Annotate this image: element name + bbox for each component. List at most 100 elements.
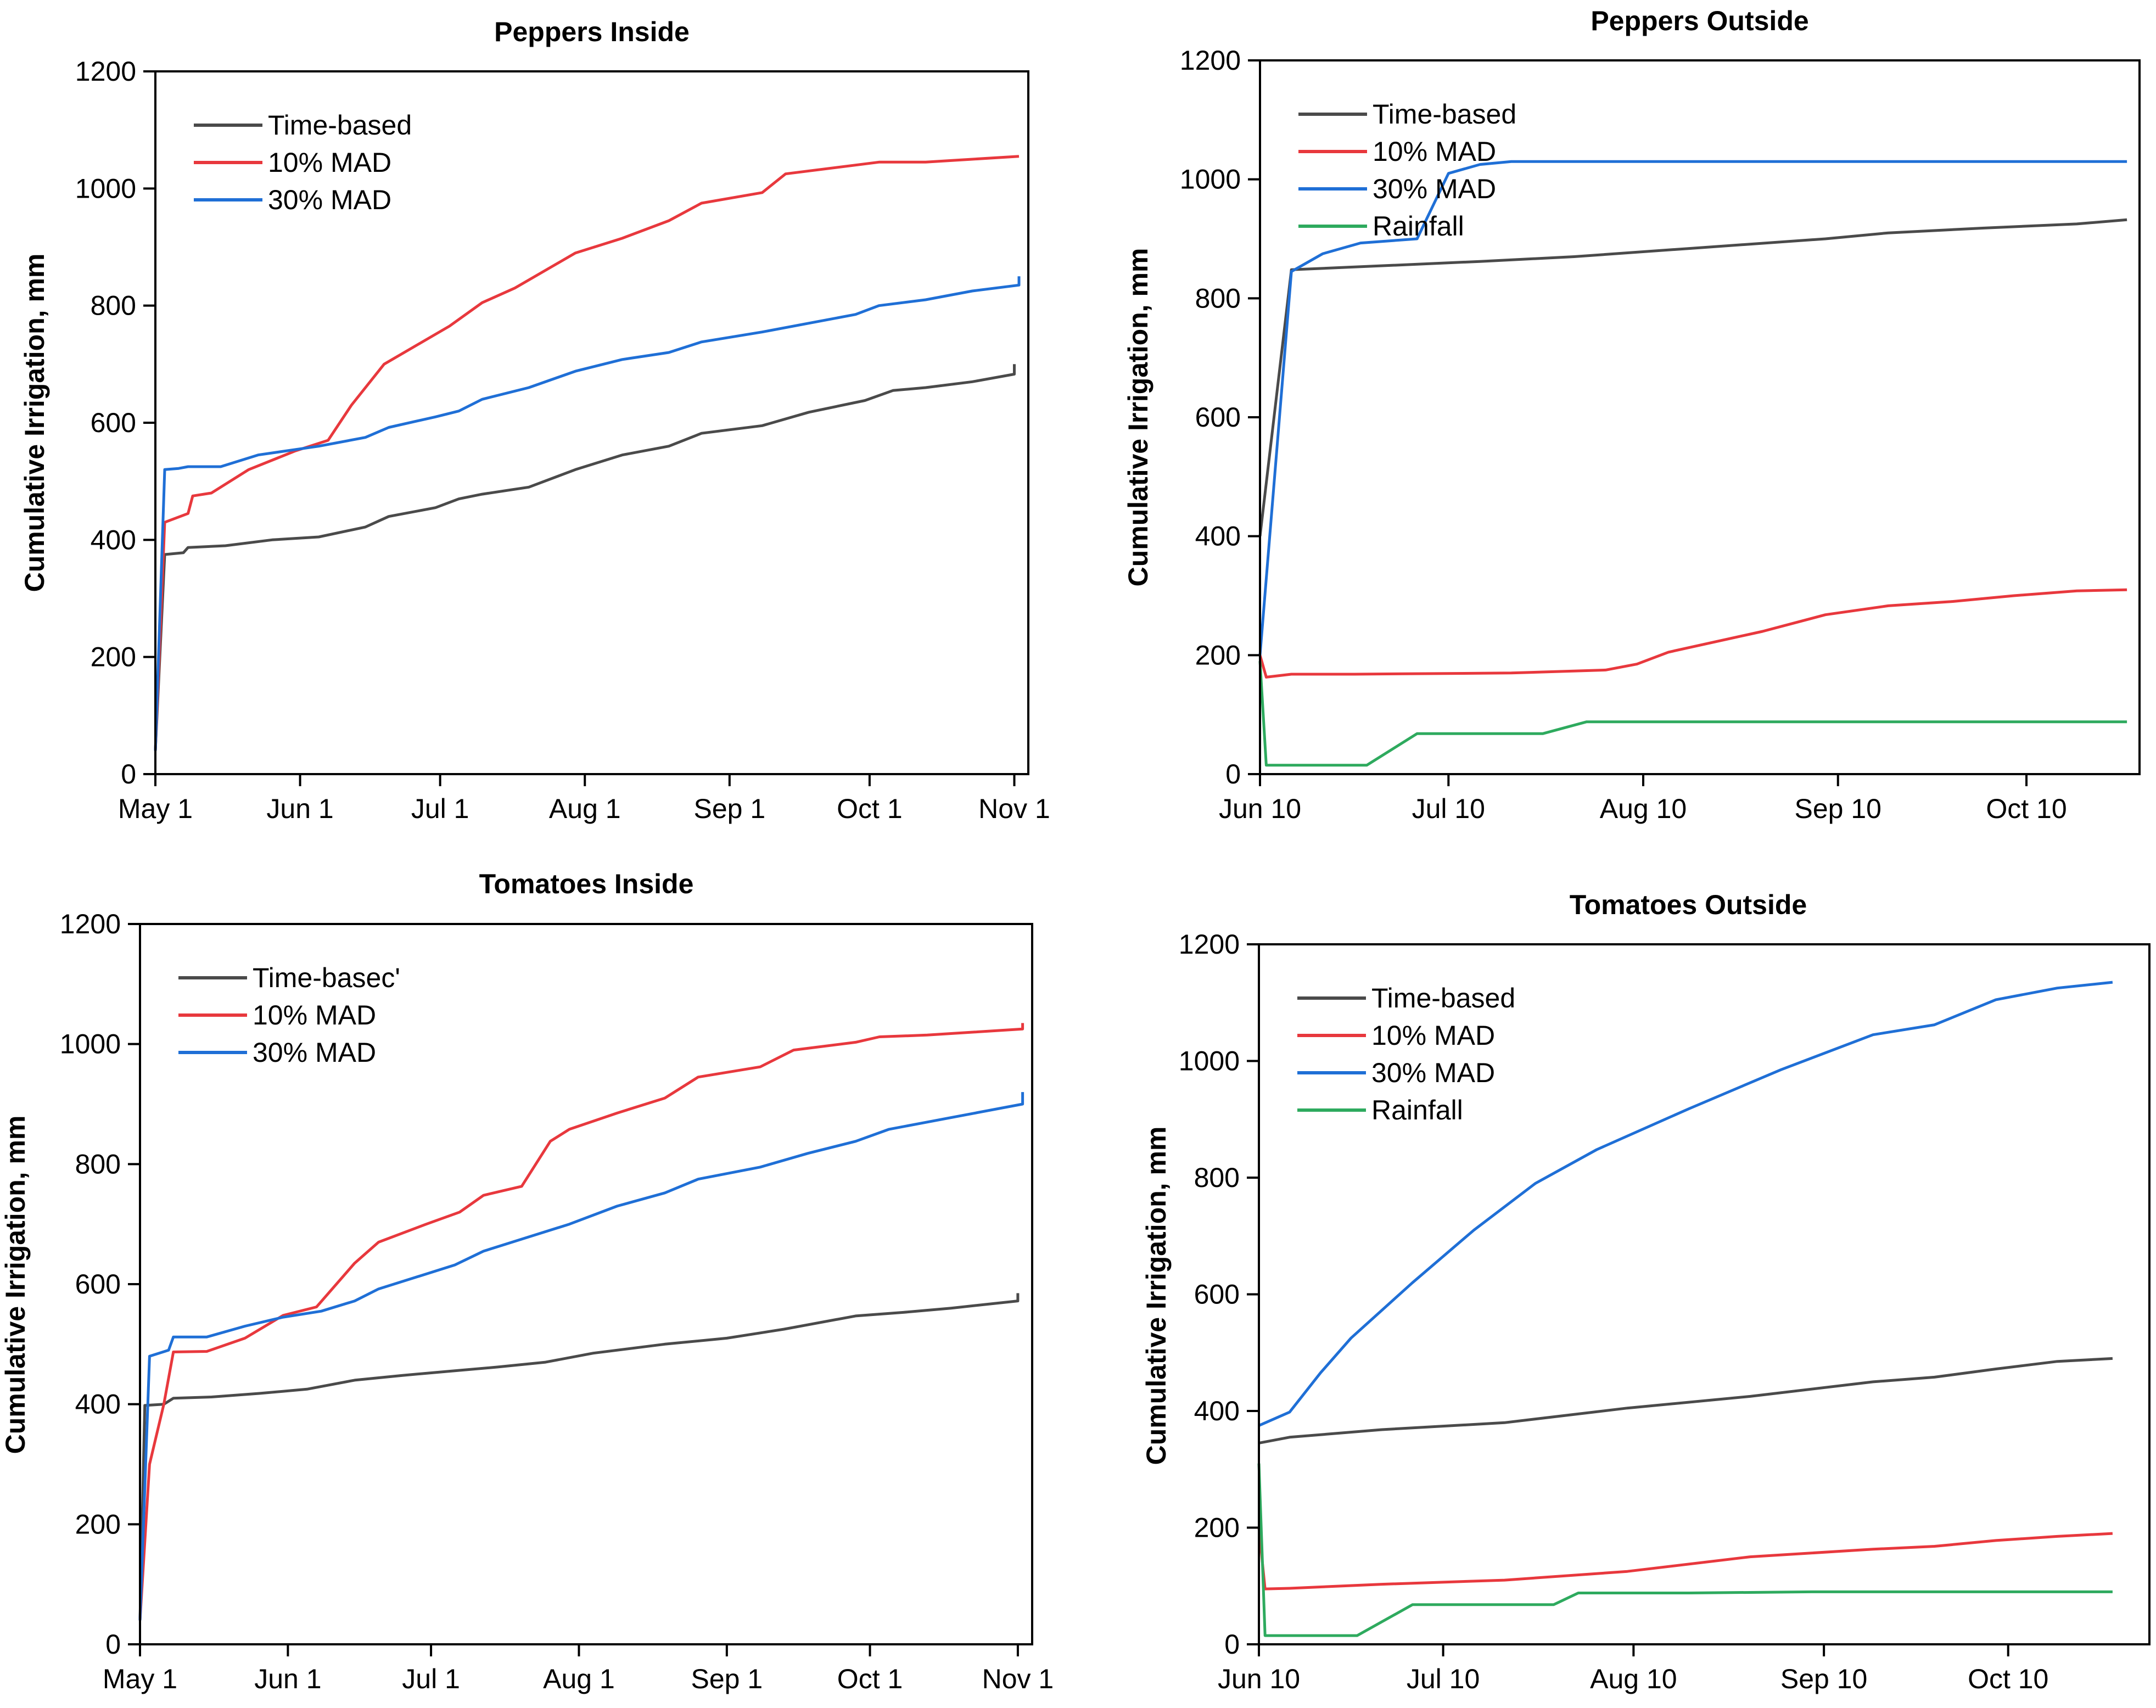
- y-tick-label: 800: [75, 1149, 121, 1179]
- y-tick-label: 400: [1194, 1396, 1240, 1426]
- y-tick-label: 0: [105, 1629, 121, 1660]
- series-line-time_based: [138, 1293, 1020, 1621]
- y-tick-label: 0: [1224, 1629, 1240, 1660]
- series-group: [154, 155, 1021, 751]
- x-tick-label: Jun 1: [254, 1664, 321, 1694]
- series-line-mad30: [1258, 160, 2127, 656]
- series-group: [1257, 981, 2113, 1637]
- series-group: [138, 1023, 1024, 1621]
- chart-title: Tomatoes Inside: [479, 869, 694, 899]
- y-tick-label: 1000: [1179, 1046, 1240, 1077]
- x-tick-label: Aug 1: [549, 793, 621, 824]
- y-tick-label: 0: [121, 759, 136, 789]
- legend-label-mad30: 30% MAD: [253, 1037, 376, 1068]
- plot-frame: [139, 923, 1033, 1645]
- x-tick-label: Aug 10: [1600, 793, 1687, 824]
- legend: Time-based 10% MAD 30% MAD Rainfall: [1298, 99, 1516, 242]
- y-tick-label: 800: [1194, 1162, 1240, 1193]
- x-tick-label: Sep 1: [693, 793, 765, 824]
- x-tick-label: Oct 10: [1968, 1664, 2048, 1694]
- x-tick-label: Jul 1: [411, 793, 469, 824]
- series-line-time_based: [1258, 218, 2127, 536]
- x-tick-label: May 1: [103, 1664, 177, 1694]
- y-tick-label: 1000: [1180, 164, 1241, 195]
- y-tick-label: 600: [1194, 1279, 1240, 1310]
- legend-label-time_based: Time-based: [1373, 99, 1516, 130]
- x-tick-label: Oct 1: [837, 1664, 903, 1694]
- y-tick-label: 200: [1194, 1513, 1240, 1543]
- legend: Time-based 10% MAD 30% MAD: [194, 110, 412, 215]
- x-tick-label: Oct 10: [1986, 793, 2067, 824]
- series-group: [1258, 160, 2127, 767]
- y-tick-label: 1200: [1180, 45, 1241, 76]
- chart-title: Tomatoes Outside: [1570, 889, 1807, 920]
- series-line-time_based: [154, 364, 1016, 751]
- y-tick-label: 1200: [1179, 929, 1240, 960]
- legend-label-rainfall: Rainfall: [1373, 211, 1464, 242]
- y-tick-label: 600: [75, 1269, 121, 1300]
- y-axis-label: Cumulative Irrigation, mm: [1123, 248, 1153, 587]
- y-axis-label: Cumulative Irrigation, mm: [19, 254, 50, 592]
- y-tick-label: 800: [1195, 283, 1241, 313]
- series-line-mad10: [1257, 1527, 2113, 1591]
- legend-label-mad10: 10% MAD: [1371, 1020, 1495, 1051]
- series-line-time_based: [1258, 1357, 2113, 1444]
- legend-label-mad10: 10% MAD: [268, 147, 391, 178]
- x-tick-label: Jun 1: [266, 793, 333, 824]
- chart-title: Peppers Inside: [494, 16, 690, 47]
- y-tick-label: 0: [1225, 759, 1241, 789]
- y-tick-label: 200: [91, 642, 136, 673]
- chart-tomatoes-inside: Tomatoes Inside Cumulative Irrigation, mm…: [0, 869, 1054, 1694]
- y-tick-label: 1200: [75, 56, 136, 87]
- y-tick-label: 200: [1195, 640, 1241, 670]
- y-tick-label: 1200: [60, 909, 121, 939]
- legend-label-mad30: 30% MAD: [268, 184, 391, 215]
- series-line-mad10: [154, 155, 1020, 751]
- series-line-rainfall: [1258, 661, 2127, 767]
- y-tick-label: 400: [91, 524, 136, 555]
- chart-peppers-inside: Peppers Inside Cumulative Irrigation, mm 0…: [19, 16, 1050, 824]
- y-tick-label: 600: [91, 407, 136, 438]
- series-line-mad10: [1258, 588, 2127, 679]
- series-line-mad30: [138, 1092, 1024, 1621]
- legend: Time-basec' 10% MAD 30% MAD: [178, 962, 400, 1068]
- y-tick-label: 400: [75, 1389, 121, 1420]
- series-line-rainfall: [1257, 1463, 2113, 1637]
- y-axis-label: Cumulative Irrigation, mm: [0, 1116, 31, 1454]
- y-tick-label: 600: [1195, 402, 1241, 433]
- legend-label-time_based: Time-basec': [253, 962, 400, 993]
- x-tick-label: Jul 1: [402, 1664, 460, 1694]
- x-tick-label: Sep 10: [1795, 793, 1881, 824]
- legend-label-mad30: 30% MAD: [1373, 173, 1496, 204]
- y-tick-label: 200: [75, 1509, 121, 1539]
- chart-peppers-outside: Peppers Outside Cumulative Irrigation, mm…: [1123, 5, 2141, 824]
- y-tick-label: 1000: [60, 1029, 121, 1060]
- chart-title: Peppers Outside: [1591, 5, 1808, 36]
- legend-label-mad10: 10% MAD: [253, 1000, 376, 1031]
- legend-label-mad30: 30% MAD: [1371, 1057, 1495, 1088]
- x-tick-label: Sep 10: [1780, 1664, 1867, 1694]
- series-line-mad30: [1258, 981, 2113, 1427]
- x-tick-label: Jun 10: [1218, 1664, 1300, 1694]
- x-tick-label: Nov 1: [982, 1664, 1054, 1694]
- chart-tomatoes-outside: Tomatoes Outside Cumulative Irrigation, m…: [1141, 889, 2151, 1694]
- x-tick-label: Aug 10: [1590, 1664, 1677, 1694]
- x-tick-label: Sep 1: [691, 1664, 763, 1694]
- y-axis-label: Cumulative Irrigation, mm: [1141, 1127, 1172, 1465]
- series-line-mad10: [138, 1023, 1024, 1621]
- legend-label-time_based: Time-based: [1371, 983, 1515, 1013]
- x-tick-label: Jun 10: [1219, 793, 1301, 824]
- x-tick-label: Nov 1: [978, 793, 1050, 824]
- x-tick-label: Oct 1: [837, 793, 902, 824]
- y-tick-label: 800: [91, 290, 136, 321]
- y-tick-label: 1000: [75, 173, 136, 204]
- legend: Time-based 10% MAD 30% MAD Rainfall: [1297, 983, 1515, 1125]
- legend-label-mad10: 10% MAD: [1373, 136, 1496, 167]
- x-tick-label: May 1: [118, 793, 193, 824]
- plot-frame: [1259, 59, 2141, 775]
- y-tick-label: 400: [1195, 521, 1241, 552]
- series-line-mad30: [154, 276, 1021, 751]
- x-tick-label: Aug 1: [543, 1664, 615, 1694]
- legend-label-rainfall: Rainfall: [1371, 1095, 1463, 1125]
